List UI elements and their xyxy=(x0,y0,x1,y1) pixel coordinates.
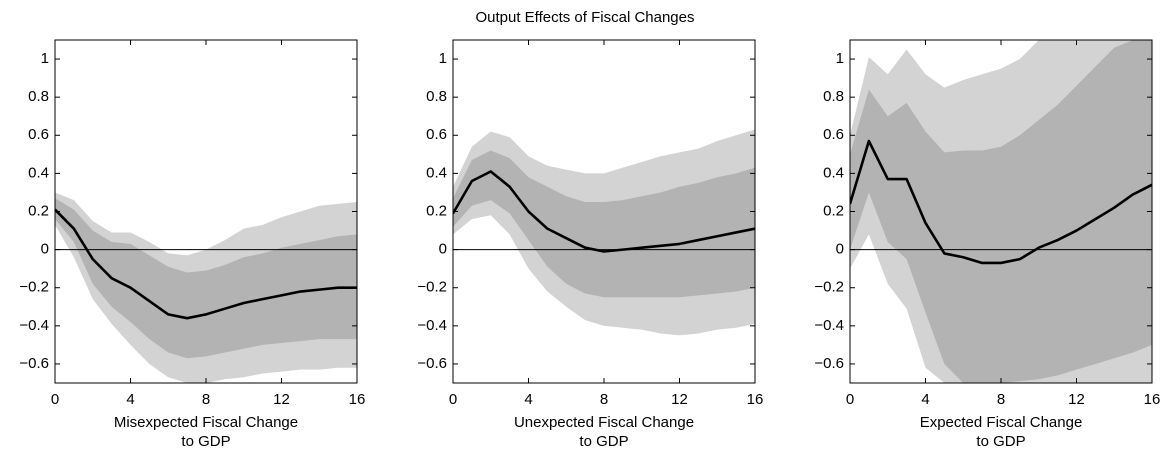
plot-area xyxy=(453,129,755,336)
x-tick-label: 8 xyxy=(202,391,210,408)
y-tick-label: 0.4 xyxy=(823,164,844,181)
y-tick-label: −0.6 xyxy=(814,355,844,372)
y-tick-label: −0.4 xyxy=(19,317,49,334)
y-tick-label: 0 xyxy=(41,241,49,258)
y-tick-label: 0.4 xyxy=(426,164,447,181)
x-tick-label: 4 xyxy=(524,391,532,408)
median-line xyxy=(453,170,755,253)
confidence-band xyxy=(55,198,357,359)
y-tick-label: 0.8 xyxy=(426,88,447,105)
y-tick-label: −0.6 xyxy=(417,355,447,372)
x-tick-label: 0 xyxy=(449,391,457,408)
y-tick-label: 0.6 xyxy=(28,126,49,143)
y-tick-label: −0.2 xyxy=(19,279,49,296)
y-tick-label: 0.2 xyxy=(28,202,49,219)
x-tick-label: 16 xyxy=(747,391,764,408)
panel: −0.6 −0.4 −0.2 0 0.2 0.4 0.6 0.8 1 0 4 8 12 16 Unexpec… xyxy=(417,39,764,450)
y-tick-label: 1 xyxy=(836,50,844,67)
x-tick-label: 16 xyxy=(1144,391,1161,408)
x-tick-label: 12 xyxy=(671,391,688,408)
y-tick-label: −0.2 xyxy=(417,279,447,296)
figure-title: Output Effects of Fiscal Changes xyxy=(475,9,694,26)
y-tick-label: −0.4 xyxy=(814,317,844,334)
y-tick-label: −0.6 xyxy=(19,355,49,372)
confidence-band xyxy=(850,40,1152,383)
y-tick-label: 0 xyxy=(836,241,844,258)
x-axis-label: to GDP xyxy=(579,433,628,450)
x-axis-label: to GDP xyxy=(976,433,1025,450)
panel: −0.6 −0.4 −0.2 0 0.2 0.4 0.6 0.8 1 0 4 8 12 16 Misexpe… xyxy=(19,39,366,450)
y-tick-label: 0.4 xyxy=(28,164,49,181)
x-tick-label: 0 xyxy=(846,391,854,408)
x-tick-label: 12 xyxy=(1068,391,1085,408)
x-tick-label: 4 xyxy=(126,391,134,408)
x-axis-label: Misexpected Fiscal Change xyxy=(114,414,298,431)
x-tick-label: 4 xyxy=(921,391,929,408)
y-tick-label: −0.2 xyxy=(814,279,844,296)
x-tick-label: 0 xyxy=(51,391,59,408)
y-tick-label: 0.6 xyxy=(426,126,447,143)
plot-area xyxy=(850,40,1152,383)
panel: −0.6 −0.4 −0.2 0 0.2 0.4 0.6 0.8 1 0 4 8 12 16 Expecte… xyxy=(814,39,1161,450)
median-line xyxy=(850,139,1152,265)
x-tick-label: 12 xyxy=(273,391,290,408)
y-tick-label: 0.6 xyxy=(823,126,844,143)
y-tick-label: 0.8 xyxy=(823,88,844,105)
x-tick-label: 8 xyxy=(997,391,1005,408)
confidence-band xyxy=(453,150,755,298)
y-tick-label: −0.4 xyxy=(417,317,447,334)
median-line xyxy=(55,208,357,320)
y-tick-label: 1 xyxy=(439,50,447,67)
x-axis-label: to GDP xyxy=(181,433,230,450)
y-tick-label: 0 xyxy=(439,241,447,258)
y-tick-label: 0.2 xyxy=(426,202,447,219)
x-tick-label: 16 xyxy=(349,391,366,408)
x-axis-label: Unexpected Fiscal Change xyxy=(514,414,694,431)
plot-area xyxy=(55,192,357,383)
y-tick-label: 0.2 xyxy=(823,202,844,219)
y-tick-label: 0.8 xyxy=(28,88,49,105)
y-tick-label: 1 xyxy=(41,50,49,67)
x-axis-label: Expected Fiscal Change xyxy=(920,414,1083,431)
x-tick-label: 8 xyxy=(600,391,608,408)
